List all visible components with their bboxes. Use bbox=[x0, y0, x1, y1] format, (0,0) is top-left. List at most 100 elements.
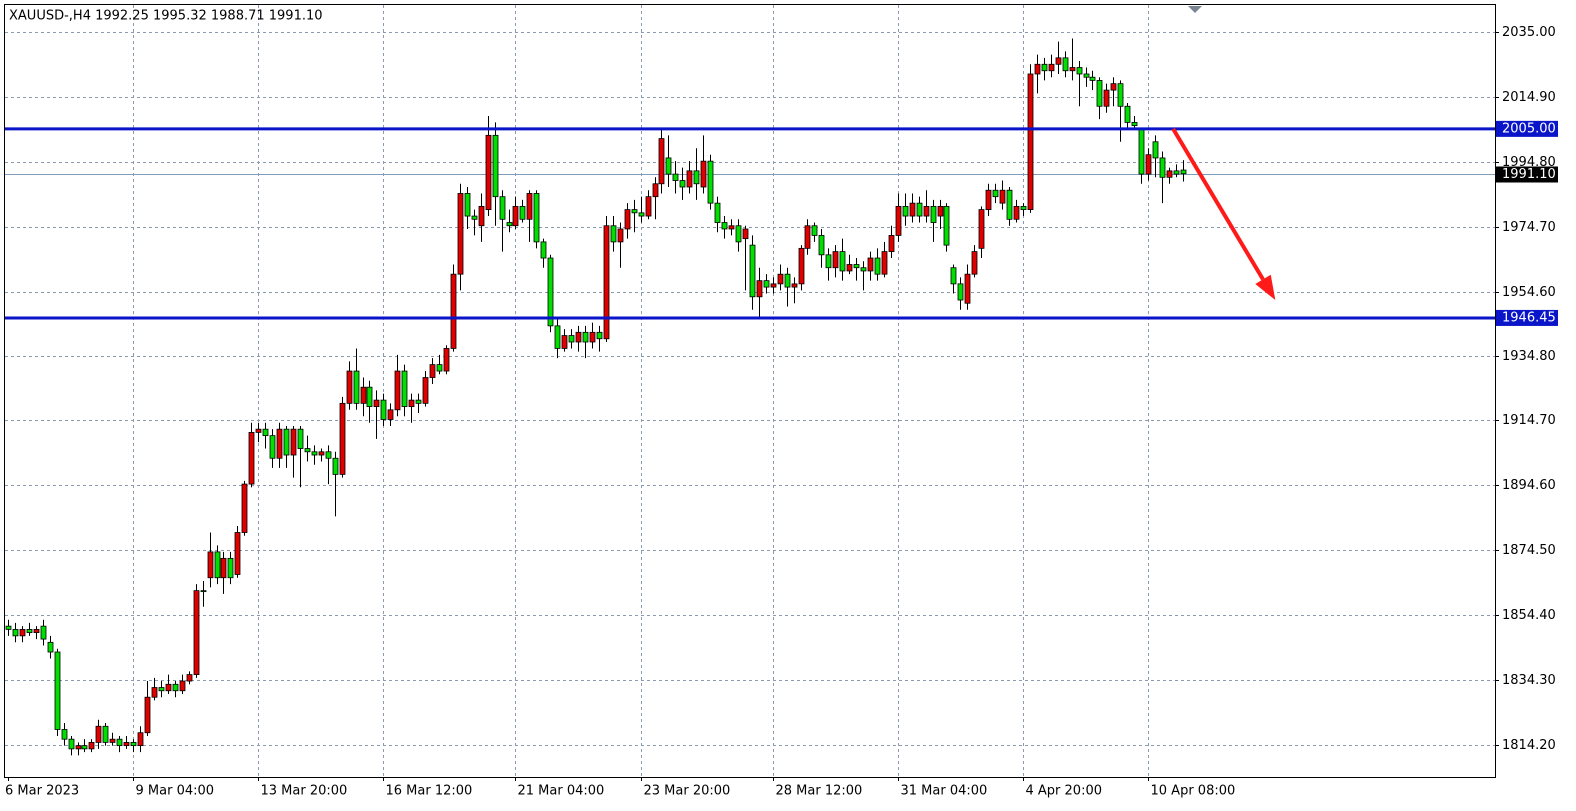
candle-body bbox=[241, 483, 248, 533]
candle-body bbox=[220, 557, 227, 579]
candle-body bbox=[777, 273, 784, 285]
candle-body bbox=[923, 205, 930, 217]
candle-body bbox=[137, 732, 144, 747]
candle-body bbox=[756, 280, 763, 298]
candle-body bbox=[283, 428, 290, 456]
candle-body bbox=[172, 683, 179, 692]
candle-body bbox=[728, 225, 735, 230]
candle-body bbox=[248, 432, 255, 485]
candle-body bbox=[645, 196, 652, 217]
candle-body bbox=[749, 244, 756, 298]
candle-body bbox=[339, 402, 346, 475]
candle-body bbox=[1069, 67, 1076, 72]
candle-body bbox=[1083, 73, 1090, 78]
candle-body bbox=[1103, 89, 1110, 107]
candle-body bbox=[193, 590, 200, 676]
candle-body bbox=[554, 325, 561, 349]
candle-body bbox=[464, 193, 471, 217]
candle-body bbox=[353, 370, 360, 404]
candle-body bbox=[255, 428, 262, 433]
candle-body bbox=[874, 257, 881, 275]
candle-body bbox=[61, 729, 68, 740]
candle-body bbox=[478, 205, 485, 227]
candle-body bbox=[276, 428, 283, 459]
candle-body bbox=[297, 428, 304, 449]
candle-body bbox=[631, 209, 638, 214]
candle-body bbox=[950, 267, 957, 285]
candle-body bbox=[207, 551, 214, 579]
candle-body bbox=[81, 745, 88, 750]
candle-body bbox=[895, 205, 902, 236]
candle-body bbox=[165, 683, 172, 692]
candle-body bbox=[499, 196, 506, 220]
candle-body bbox=[1138, 128, 1145, 175]
candle-body bbox=[957, 283, 964, 301]
candle-body bbox=[658, 138, 665, 185]
candle-body bbox=[624, 209, 631, 230]
candle-body bbox=[582, 331, 589, 343]
candle-body bbox=[1027, 73, 1034, 211]
level-tag bbox=[1496, 309, 1558, 326]
candle-body bbox=[227, 557, 234, 579]
candle-body bbox=[1131, 122, 1138, 127]
candle-body bbox=[770, 283, 777, 288]
y-tick-label: 1954.60 bbox=[1502, 285, 1556, 300]
candle-body bbox=[290, 428, 297, 456]
candle-body bbox=[596, 331, 603, 340]
candle-body bbox=[964, 273, 971, 304]
y-tick-label: 1854.40 bbox=[1502, 608, 1556, 623]
candle-body bbox=[714, 202, 721, 223]
candle-body bbox=[88, 742, 95, 750]
candle-body bbox=[526, 193, 533, 220]
candle-body bbox=[19, 628, 26, 637]
y-tick-label: 1894.60 bbox=[1502, 478, 1556, 493]
candle-body bbox=[40, 625, 47, 640]
x-tick-label: 21 Mar 04:00 bbox=[518, 784, 605, 799]
candle-body bbox=[12, 628, 19, 637]
candle-body bbox=[373, 399, 380, 407]
candle-body bbox=[589, 331, 596, 343]
candle-body bbox=[888, 235, 895, 252]
candle-body bbox=[346, 370, 353, 404]
candle-body bbox=[429, 364, 436, 378]
current-price-tag bbox=[1496, 166, 1558, 183]
candle-body bbox=[200, 590, 207, 593]
candle-body bbox=[68, 738, 75, 750]
candle-body bbox=[784, 273, 791, 288]
candle-body bbox=[742, 228, 749, 240]
candle-body bbox=[1145, 154, 1152, 175]
candle-body bbox=[867, 257, 874, 272]
y-tick-label: 1934.80 bbox=[1502, 349, 1556, 364]
candle-body bbox=[763, 280, 770, 288]
candle-body bbox=[679, 180, 686, 188]
candle-body bbox=[269, 435, 276, 459]
candle-body bbox=[735, 225, 742, 243]
candle-body bbox=[693, 170, 700, 185]
candle-body bbox=[436, 364, 443, 372]
candle-body bbox=[311, 451, 318, 456]
candle-body bbox=[638, 212, 645, 217]
candle-body bbox=[1166, 170, 1173, 178]
candle-body bbox=[262, 428, 269, 437]
candle-body bbox=[1110, 83, 1117, 91]
candle-body bbox=[846, 264, 853, 272]
candle-body bbox=[665, 157, 672, 175]
x-tick-label: 10 Apr 08:00 bbox=[1151, 784, 1236, 799]
level-tag bbox=[1496, 120, 1558, 137]
candle-body bbox=[415, 399, 422, 404]
candle-body bbox=[978, 209, 985, 249]
candle-body bbox=[1076, 67, 1083, 75]
candle-body bbox=[506, 222, 513, 227]
candle-body bbox=[603, 225, 610, 340]
candle-body bbox=[707, 160, 714, 204]
candle-body bbox=[811, 225, 818, 236]
candle-body bbox=[1180, 169, 1187, 175]
candle-body bbox=[721, 222, 728, 230]
candle-body bbox=[575, 331, 582, 343]
x-tick-label: 13 Mar 20:00 bbox=[261, 784, 348, 799]
candle-body bbox=[387, 409, 394, 420]
candle-body bbox=[985, 189, 992, 211]
plot-frame bbox=[4, 4, 1496, 778]
